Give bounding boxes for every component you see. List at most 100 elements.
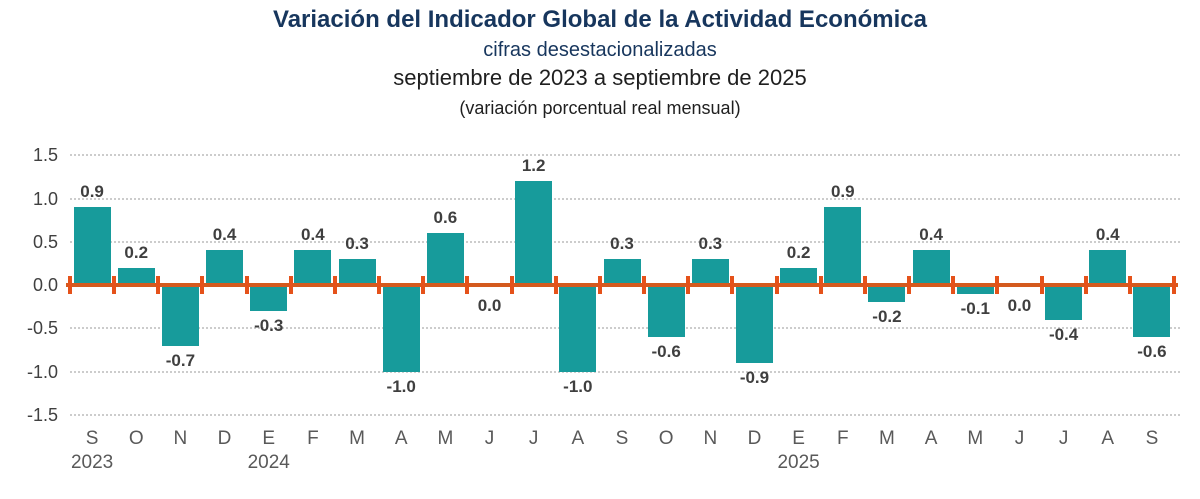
month-label: F	[836, 428, 849, 449]
month-label: M	[967, 428, 984, 449]
bar	[912, 250, 950, 285]
bar-value-label: 0.3	[610, 234, 634, 254]
axis-tick	[597, 276, 602, 294]
bar	[1045, 285, 1083, 320]
bar-value-label: -0.6	[651, 341, 681, 361]
axis-tick	[995, 276, 1000, 294]
bar-value-label: 0.3	[698, 234, 723, 254]
bar-value-label: 0.4	[919, 225, 943, 245]
bar-value-label: -1.0	[386, 376, 416, 396]
axis-tick	[332, 276, 337, 294]
bar-value-label: 0.4	[301, 225, 325, 245]
axis-tick	[465, 276, 470, 294]
axis-tick	[509, 276, 514, 294]
bar-value-label: -0.4	[1048, 324, 1079, 344]
axis-tick	[553, 276, 558, 294]
month-label: J	[528, 428, 539, 449]
month-label: O	[128, 428, 144, 449]
bar-value-label: -0.3	[254, 315, 284, 335]
axis-tick	[642, 276, 647, 294]
month-label: S	[1145, 428, 1159, 449]
bar	[1133, 285, 1171, 337]
axis-tick	[818, 276, 823, 294]
bar	[382, 285, 420, 372]
gridline	[70, 197, 1180, 200]
month-label: N	[703, 428, 718, 449]
month-label: E	[262, 428, 276, 449]
bar-value-label: 0.6	[433, 208, 458, 228]
bar	[161, 285, 199, 346]
month-label: S	[615, 428, 629, 449]
month-label: E	[792, 428, 805, 449]
y-axis-label: -1.0	[26, 361, 58, 382]
axis-tick	[421, 276, 426, 294]
bar-value-label: 0.4	[1095, 225, 1120, 245]
bar-value-label: -0.1	[960, 298, 990, 318]
y-axis-label: 0.0	[32, 275, 58, 295]
y-axis-label: -1.5	[26, 404, 58, 425]
axis-tick	[68, 276, 72, 294]
axis-tick	[1172, 276, 1176, 294]
axis-tick	[156, 276, 161, 294]
bar-value-label: -0.9	[739, 367, 770, 387]
month-label: J	[484, 428, 495, 449]
bar	[206, 250, 244, 285]
bar-value-label: 0.9	[830, 182, 855, 202]
month-label: J	[1058, 428, 1069, 449]
bar	[603, 259, 641, 285]
axis-tick	[112, 276, 117, 294]
axis-tick	[1039, 276, 1044, 294]
axis-tick	[200, 276, 205, 294]
month-label: O	[658, 428, 674, 449]
gridline	[70, 327, 1180, 330]
bar	[780, 267, 818, 285]
year-label: 2024	[247, 452, 290, 473]
month-label: A	[571, 428, 585, 449]
axis-tick	[730, 276, 735, 294]
gridline	[70, 413, 1180, 416]
bar	[117, 267, 155, 285]
bar	[868, 285, 906, 303]
bar	[250, 285, 288, 311]
month-label: F	[307, 428, 319, 449]
month-label: J	[1014, 428, 1025, 449]
y-axis-label: -0.5	[26, 318, 58, 339]
bar-value-label: 0.0	[477, 296, 502, 315]
axis-tick	[1083, 276, 1088, 294]
bar	[735, 285, 773, 363]
month-label: M	[437, 428, 454, 449]
bar	[824, 207, 862, 285]
x-axis-line	[66, 283, 1178, 287]
month-label: S	[85, 428, 99, 449]
year-label: 2023	[70, 452, 114, 473]
gridline	[70, 240, 1180, 243]
month-label: A	[1101, 428, 1115, 449]
y-axis-label: 1.5	[32, 145, 58, 166]
bar-value-label: -0.7	[165, 350, 196, 370]
month-label: D	[217, 428, 232, 449]
month-label: M	[879, 428, 895, 449]
bar-value-label: -0.6	[1137, 341, 1167, 361]
bar	[515, 181, 553, 285]
bar-value-label: 0.4	[212, 225, 237, 245]
chart-subtitle-unit: (variación porcentual real mensual)	[459, 98, 741, 118]
axis-tick	[288, 276, 293, 294]
bar-value-label: 0.2	[124, 242, 149, 262]
month-label: A	[924, 428, 938, 449]
bar-value-label: 0.3	[345, 234, 369, 254]
axis-tick	[686, 276, 691, 294]
bar-value-label: 0.0	[1007, 296, 1032, 315]
axis-tick	[1127, 276, 1132, 294]
bar-value-label: 0.2	[786, 242, 811, 262]
bar	[956, 285, 994, 294]
bar	[647, 285, 685, 337]
axis-tick	[907, 276, 912, 294]
gridline	[70, 154, 1180, 157]
axis-tick	[244, 276, 249, 294]
y-axis-label: 0.5	[32, 231, 58, 252]
bar	[338, 259, 376, 285]
month-label: D	[747, 428, 762, 449]
y-axis-label: 1.0	[32, 188, 58, 209]
